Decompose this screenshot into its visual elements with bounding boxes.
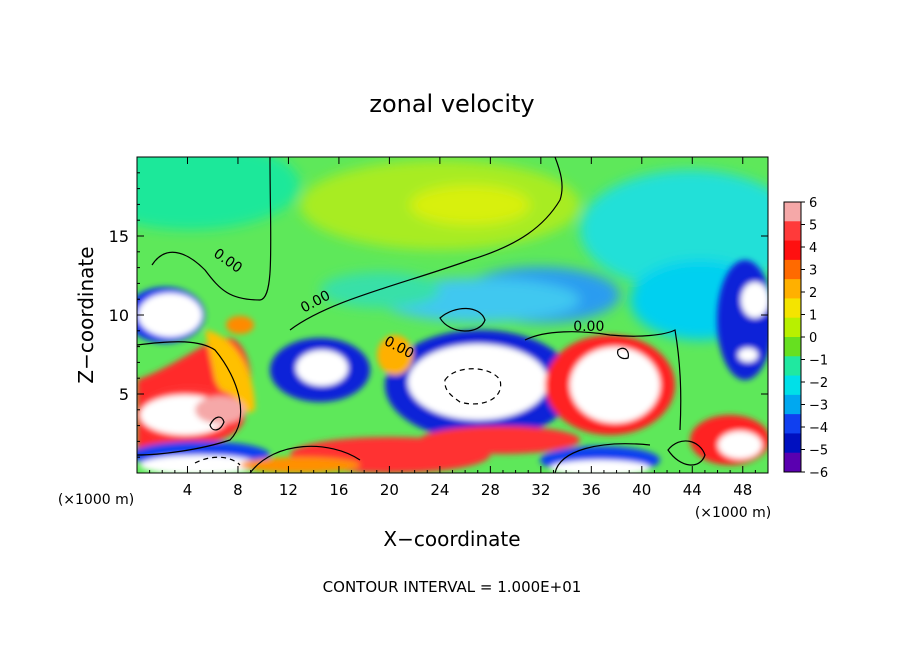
field-central-orange <box>377 335 413 375</box>
field-centerleft-white <box>296 350 348 386</box>
colorbar-tick-label: −2 <box>809 376 828 391</box>
contour-small-dashed <box>444 368 502 405</box>
x-tick-label: 36 <box>582 481 601 499</box>
colorbar-tick-label: −5 <box>809 444 828 459</box>
x-tick-label: 48 <box>733 481 752 499</box>
colorbar-tick-label: −4 <box>809 421 828 436</box>
y-tick-label: 10 <box>109 306 129 325</box>
field-floor-orange <box>240 457 360 473</box>
field-left-white-blob <box>138 293 202 337</box>
field-upper-yellow <box>410 185 530 225</box>
contour-label-3: 0.00 <box>573 319 604 335</box>
x-tick-label: 24 <box>430 481 449 499</box>
contour-floor-2 <box>554 443 651 473</box>
contour-zero-upper-left <box>151 157 272 301</box>
field-right-cyan <box>580 170 768 290</box>
velocity-field: 0.000.000.000.00 <box>137 157 768 473</box>
colorbar-tick-label: −1 <box>809 354 828 369</box>
field-left-pink-lower <box>195 396 245 424</box>
field-central-white <box>408 344 548 420</box>
contour-small-1 <box>209 416 225 431</box>
colorbar-tick-label: 4 <box>809 241 817 256</box>
y-axis-label: Z−coordinate <box>74 246 98 383</box>
colorbar: 6 5 4 3 2 1 0 −1 −2 −3 −4 −5 −6 <box>783 196 828 481</box>
colorbar-swatch-5 <box>784 298 801 319</box>
x-tick-label: 44 <box>683 481 702 499</box>
y-tick-label: 5 <box>119 385 129 404</box>
colorbar-tick-label: −3 <box>809 399 828 414</box>
contour-floor-1 <box>249 445 361 473</box>
contour-zero-mid <box>289 157 563 331</box>
field-farright-white-2 <box>738 348 758 362</box>
colorbar-swatch-13 <box>784 452 801 473</box>
colorbar-tick-label: 3 <box>809 264 817 279</box>
contour-blob-1 <box>439 307 486 332</box>
x-tick-label: 40 <box>632 481 651 499</box>
colorbar-swatch-1 <box>784 221 801 242</box>
contour-right-loop <box>667 440 706 466</box>
colorbar-swatch-9 <box>784 375 801 396</box>
x-tick-label: 20 <box>380 481 399 499</box>
x-tick-label: 32 <box>531 481 550 499</box>
colorbar-swatch-4 <box>784 279 801 299</box>
colorbar-tick-label: 1 <box>809 309 817 324</box>
colorbar-swatch-2 <box>784 240 801 261</box>
field-farright-white-3 <box>718 431 762 459</box>
contour-lines <box>137 157 706 473</box>
colorbar-swatch-3 <box>784 259 801 280</box>
colorbar-swatch-10 <box>784 394 801 415</box>
field-right-white <box>570 347 660 423</box>
colorbar-swatch-7 <box>784 337 801 357</box>
colorbar-tick-label: 5 <box>809 219 817 234</box>
colorbar-swatch-8 <box>784 356 801 377</box>
contour-floor-dashed <box>194 456 241 466</box>
y-tick-label: 15 <box>109 227 129 246</box>
x-unit-left: (×1000 m) <box>58 492 134 508</box>
x-tick-label: 28 <box>481 481 500 499</box>
x-tick-label: 4 <box>183 481 193 499</box>
field-farright-white <box>741 282 768 318</box>
field-farright-blue <box>717 260 768 380</box>
colorbar-tick-label: −6 <box>809 466 828 481</box>
field-right-white-floor <box>550 460 650 473</box>
colorbar-tick-label: 6 <box>809 196 817 211</box>
contour-left-loop <box>137 341 242 456</box>
field-upper-teal <box>137 157 300 230</box>
colorbar-swatch-0 <box>784 202 801 222</box>
contour-zero-right <box>524 329 682 431</box>
x-unit-right: (×1000 m) <box>695 505 771 521</box>
x-tick-label: 8 <box>233 481 243 499</box>
x-tick-label: 12 <box>279 481 298 499</box>
chart-title: zonal velocity <box>369 90 534 118</box>
colorbar-swatch-6 <box>784 317 801 338</box>
colorbar-swatch-12 <box>784 433 801 454</box>
colorbar-tick-label: 0 <box>809 331 817 346</box>
colorbar-tick-label: 2 <box>809 286 817 301</box>
x-axis-label: X−coordinate <box>383 527 520 551</box>
colorbar-swatch-11 <box>784 414 801 434</box>
field-centerleft-orange <box>226 316 254 334</box>
contour-small-2 <box>617 347 630 360</box>
contour-interval: CONTOUR INTERVAL = 1.000E+01 <box>323 578 582 596</box>
x-tick-label: 16 <box>329 481 348 499</box>
